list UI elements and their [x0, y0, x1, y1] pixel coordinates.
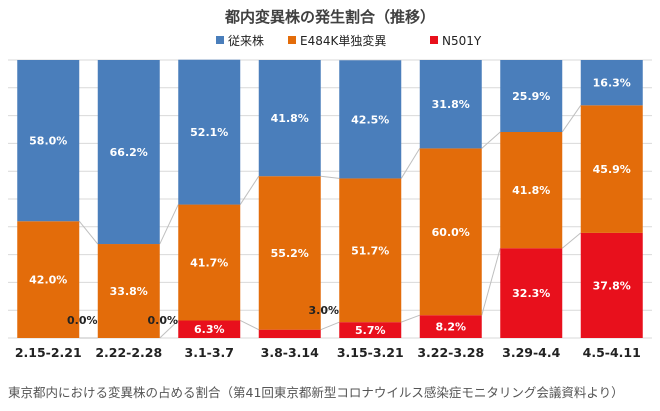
data-label: 52.1% — [190, 126, 228, 139]
chart-title: 都内変異株の発生割合（推移） — [224, 8, 435, 26]
data-label: 42.5% — [351, 113, 389, 126]
legend-swatch — [216, 36, 224, 44]
series-line — [159, 204, 179, 245]
legend-swatch — [430, 36, 438, 44]
data-label: 42.0% — [29, 274, 67, 287]
bar-N501Y-4.5-4.11 — [580, 232, 643, 338]
bar-E484K単独変異-3.15-3.21 — [339, 178, 402, 323]
data-label: 66.2% — [110, 146, 148, 159]
data-label: 37.8% — [593, 279, 631, 292]
bar-E484K単独変異-3.8-3.14 — [258, 176, 321, 330]
bar-従来株-3.8-3.14 — [258, 60, 321, 177]
bar-N501Y-3.1-3.7 — [178, 320, 241, 338]
data-label: 60.0% — [432, 226, 470, 239]
bar-従来株-3.15-3.21 — [339, 60, 402, 179]
data-labels: 0.0% 42.0% 58.0% 0.0% 33.8% 66.2% 6.3% 41.7% 52.… — [29, 77, 631, 337]
data-label: 25.9% — [512, 90, 550, 103]
series-line — [561, 105, 582, 133]
data-label: 8.2% — [435, 321, 466, 334]
bar-E484K単独変異-3.22-3.28 — [419, 148, 482, 316]
legend-label: N501Y — [442, 34, 482, 48]
data-label: 33.8% — [110, 285, 148, 298]
bar-N501Y-3.29-4.4 — [500, 248, 563, 338]
series-line — [320, 321, 340, 331]
series-line — [401, 314, 420, 323]
data-label: 0.0% — [147, 314, 178, 327]
footnote: 東京都内における変異株の占める割合（第41回東京都新型コロナウイルス感染症モニタ… — [8, 385, 624, 400]
legend: 従来株 E484K単独変異 N501Y — [216, 33, 482, 48]
bar-従来株-4.5-4.11 — [580, 60, 643, 106]
series-line — [400, 148, 421, 179]
bar-従来株-2.15-2.21 — [17, 60, 80, 222]
x-tick-label: 2.15-2.21 — [15, 345, 82, 360]
series-lines — [78, 105, 582, 339]
data-label: 0.0% — [67, 314, 98, 327]
x-tick-label: 2.22-2.28 — [95, 345, 162, 360]
x-tick-label: 3.8-3.14 — [261, 345, 319, 360]
bar-E484K単独変異-2.15-2.21 — [17, 221, 80, 338]
legend-swatch — [288, 36, 296, 44]
bar-E484K単独変異-3.1-3.7 — [178, 204, 241, 321]
bars — [17, 59, 643, 338]
bar-従来株-2.22-2.28 — [97, 60, 160, 245]
data-label: 41.8% — [271, 112, 309, 125]
bar-従来株-3.22-3.28 — [419, 60, 482, 149]
bar-N501Y-3.15-3.21 — [339, 322, 402, 338]
x-tick-label: 3.29-4.4 — [502, 345, 560, 360]
data-label: 31.8% — [432, 98, 470, 111]
series-line — [240, 320, 259, 331]
bar-N501Y-3.8-3.14 — [258, 329, 321, 338]
data-label: 51.7% — [351, 244, 389, 257]
x-tick-label: 4.5-4.11 — [583, 345, 641, 360]
bar-E484K単独変異-2.22-2.28 — [97, 244, 160, 338]
series-line — [561, 232, 582, 249]
series-line — [78, 220, 99, 245]
data-label: 32.3% — [512, 287, 550, 300]
series-line — [320, 175, 340, 179]
bar-E484K単独変異-3.29-4.4 — [500, 132, 563, 249]
x-tick-label: 3.15-3.21 — [337, 345, 404, 360]
series-line — [481, 248, 501, 316]
data-label: 41.8% — [512, 184, 550, 197]
data-label: 16.3% — [593, 77, 631, 90]
data-label: 6.3% — [194, 323, 225, 336]
data-label: 5.7% — [355, 324, 386, 337]
series-line — [481, 131, 501, 149]
data-label: 58.0% — [29, 135, 67, 148]
series-line — [239, 175, 260, 205]
legend-label: E484K単独変異 — [300, 33, 386, 48]
data-label: 45.9% — [593, 163, 631, 176]
series-line — [159, 320, 179, 339]
x-axis-tick-labels: 2.15-2.21 2.22-2.28 3.1-3.7 3.8-3.14 3.15-3.… — [15, 345, 641, 360]
x-tick-label: 3.1-3.7 — [185, 345, 234, 360]
data-label: 55.2% — [271, 247, 309, 260]
legend-label: 従来株 — [228, 33, 264, 48]
bar-従来株-3.29-4.4 — [500, 60, 563, 133]
bar-E484K単独変異-4.5-4.11 — [580, 105, 643, 233]
bar-N501Y-3.22-3.28 — [419, 315, 482, 338]
x-tick-label: 3.22-3.28 — [417, 345, 484, 360]
data-label: 41.7% — [190, 257, 228, 270]
bar-従来株-3.1-3.7 — [178, 59, 241, 205]
data-label: 3.0% — [308, 304, 339, 317]
